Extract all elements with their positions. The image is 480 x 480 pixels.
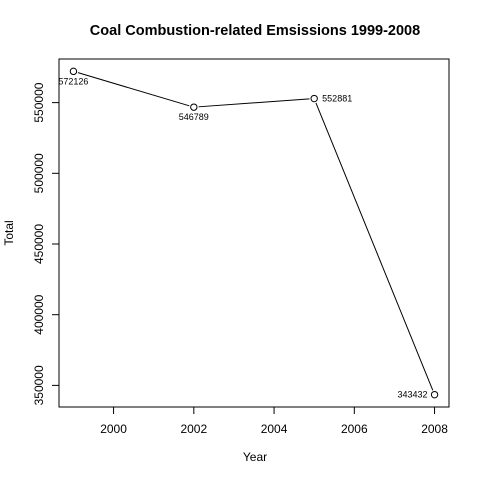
y-tick-label: 400000 xyxy=(32,294,46,334)
data-label: 572126 xyxy=(58,76,88,86)
x-tick-label: 2004 xyxy=(261,422,288,436)
x-tick-label: 2008 xyxy=(421,422,448,436)
data-label: 546789 xyxy=(179,112,209,122)
chart-title: Coal Combustion-related Emsissions 1999-… xyxy=(90,23,420,39)
data-label: 343432 xyxy=(398,390,428,400)
data-point-marker xyxy=(191,104,197,110)
y-tick-label: 550000 xyxy=(32,82,46,122)
data-point-marker xyxy=(311,95,317,101)
x-tick-label: 2000 xyxy=(100,422,127,436)
data-point-marker xyxy=(431,391,437,397)
y-tick-label: 450000 xyxy=(32,224,46,264)
x-axis-label: Year xyxy=(243,450,267,464)
y-axis-label: Total xyxy=(2,220,16,245)
y-tick-label: 350000 xyxy=(32,365,46,405)
x-tick-label: 2002 xyxy=(180,422,207,436)
data-point-marker xyxy=(70,68,76,74)
x-tick-label: 2006 xyxy=(341,422,368,436)
y-tick-label: 500000 xyxy=(32,153,46,193)
data-label: 552881 xyxy=(322,94,352,104)
